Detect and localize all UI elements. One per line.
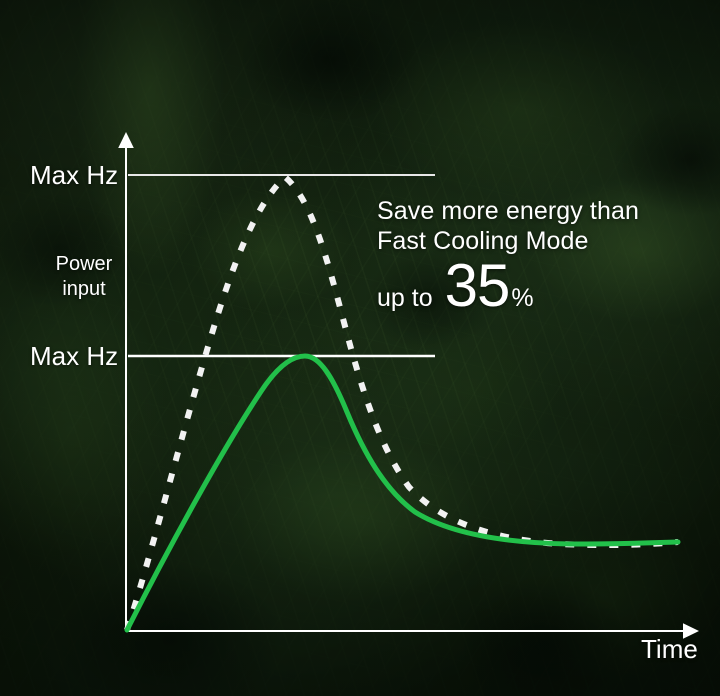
y-tick-label-max-hz-upper: Max Hz: [30, 160, 119, 190]
callout-percent-unit: %: [511, 284, 534, 312]
callout-line-1: Save more energy than: [377, 197, 639, 225]
callout-upto-label: up to: [377, 284, 433, 312]
callout-percent-value: 35: [444, 252, 511, 319]
y-tick-label-max-hz-lower: Max Hz: [30, 341, 119, 371]
callout-value-row: up to 35 %: [377, 252, 697, 319]
y-axis-title-line2: input: [62, 278, 106, 300]
energy-saving-callout: Save more energy than Fast Cooling Mode …: [377, 196, 697, 319]
y-axis-title: Power input: [44, 252, 124, 302]
y-axis-title-line1: Power: [55, 253, 113, 275]
series-eco-mode-solid: [124, 353, 681, 633]
callout-line-2: Fast Cooling Mode: [377, 227, 589, 255]
x-axis-title: Time: [641, 634, 698, 664]
